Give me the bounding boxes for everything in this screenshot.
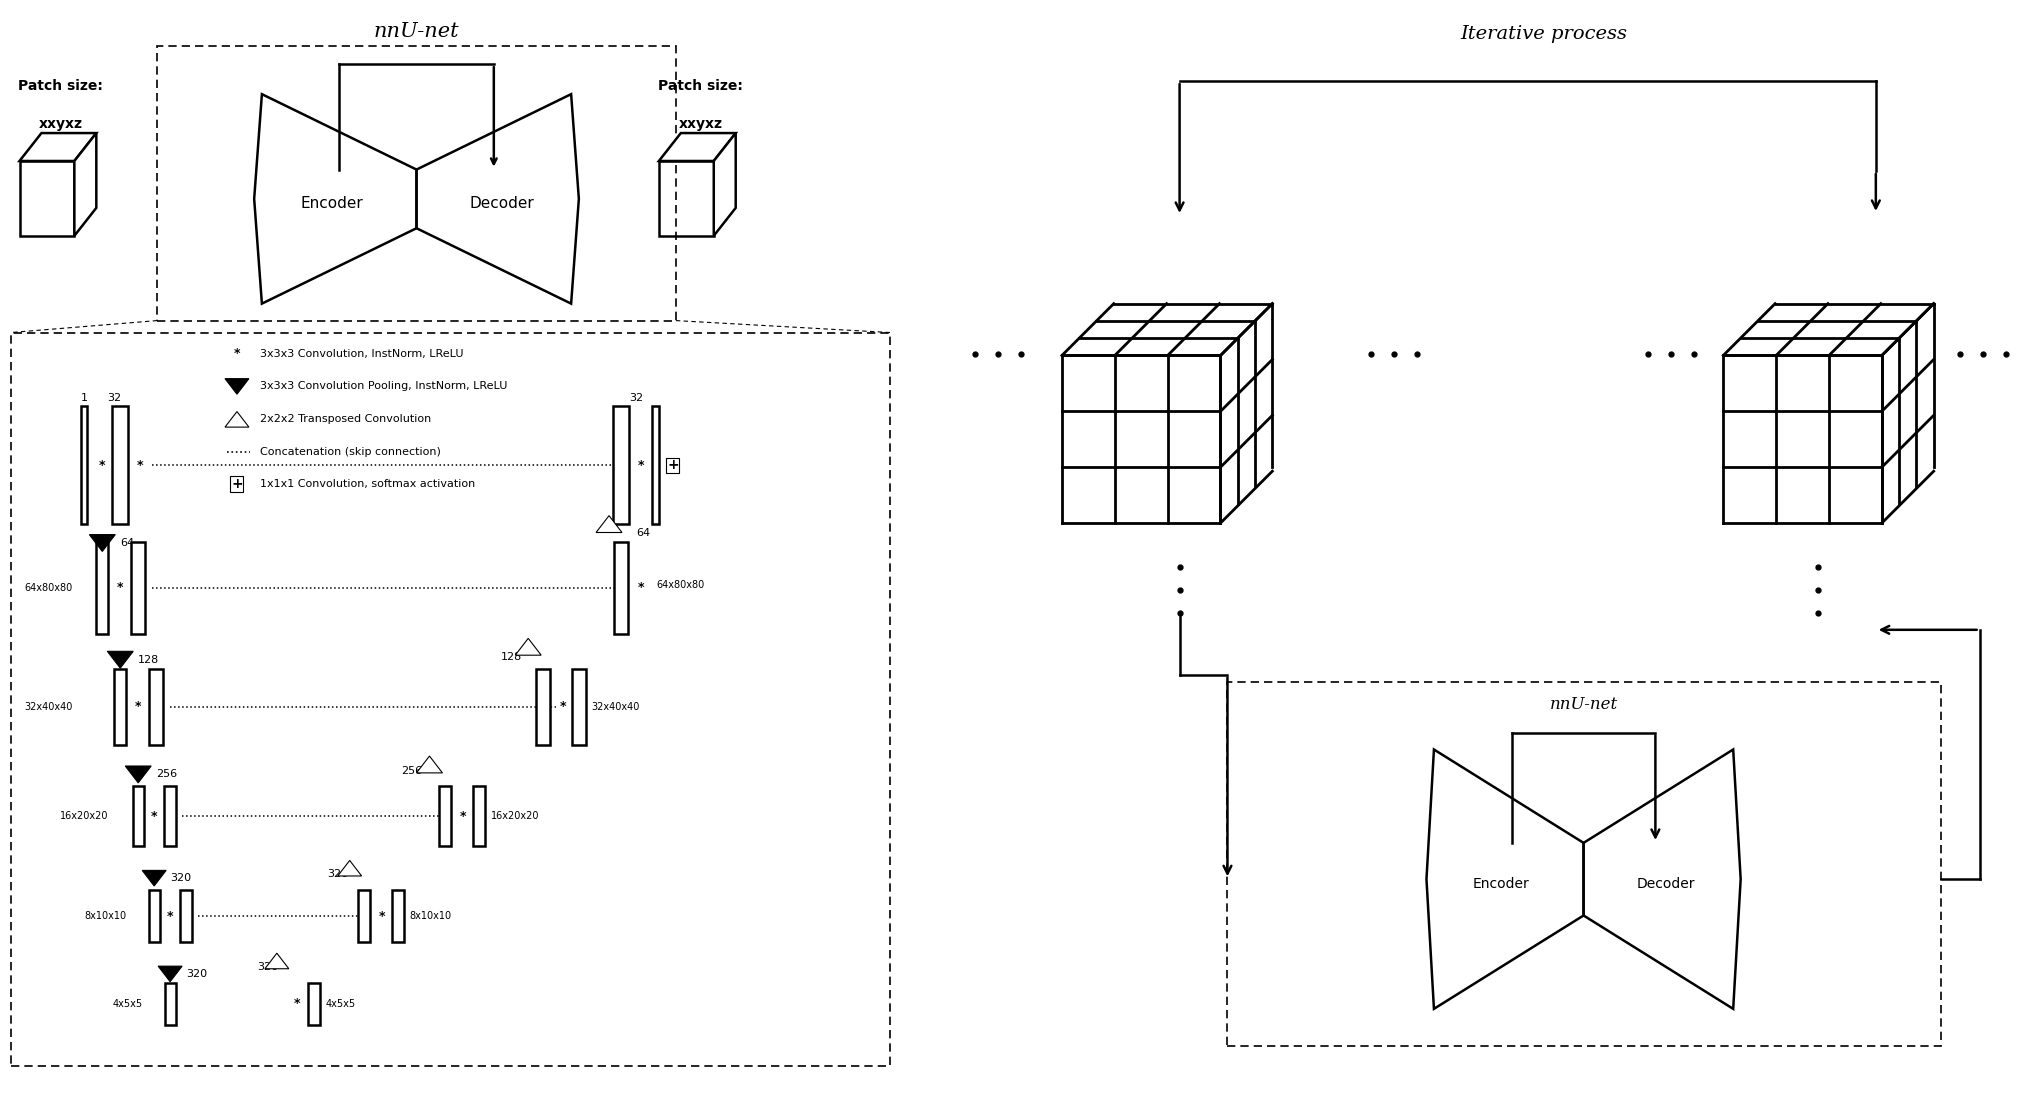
Text: 16x20x20: 16x20x20 [61, 811, 110, 821]
Text: 320: 320 [187, 969, 207, 979]
Text: *: * [638, 581, 644, 594]
Text: 64x80x80: 64x80x80 [24, 583, 73, 593]
Text: xxyxz: xxyxz [679, 117, 723, 131]
Bar [614, 407, 630, 524]
Text: 32x40x40: 32x40x40 [24, 702, 73, 712]
Polygon shape [20, 133, 96, 161]
Bar [307, 983, 319, 1024]
Bar [573, 669, 585, 745]
Bar [165, 983, 175, 1024]
FancyBboxPatch shape [10, 333, 890, 1065]
Text: 32: 32 [628, 393, 642, 403]
Text: *: * [293, 998, 301, 1010]
Polygon shape [658, 133, 736, 161]
Polygon shape [713, 133, 736, 235]
Text: nnU-net: nnU-net [1550, 696, 1617, 713]
FancyBboxPatch shape [1227, 682, 1941, 1045]
Bar [536, 669, 551, 745]
Text: 8x10x10: 8x10x10 [410, 912, 451, 922]
Polygon shape [516, 639, 541, 655]
Bar [114, 669, 126, 745]
Text: *: * [167, 909, 173, 923]
Text: nnU-net: nnU-net [374, 22, 459, 41]
Polygon shape [158, 966, 183, 981]
Bar [148, 891, 161, 943]
FancyBboxPatch shape [156, 46, 677, 320]
Text: +: + [232, 477, 242, 491]
Bar [614, 543, 628, 634]
Polygon shape [108, 651, 134, 669]
Text: *: * [378, 909, 384, 923]
Text: 64: 64 [636, 528, 650, 538]
Text: 1x1x1 Convolution, softmax activation: 1x1x1 Convolution, softmax activation [260, 480, 475, 490]
Text: 320: 320 [327, 870, 347, 880]
Polygon shape [89, 535, 116, 551]
Text: *: * [134, 701, 142, 713]
Text: 2x2x2 Transposed Convolution: 2x2x2 Transposed Convolution [260, 414, 431, 424]
Text: 8x10x10: 8x10x10 [85, 912, 126, 922]
Bar [96, 543, 108, 634]
Bar [148, 669, 163, 745]
Polygon shape [417, 756, 443, 772]
Text: xxyxz: xxyxz [39, 117, 83, 131]
Text: 320: 320 [256, 962, 278, 972]
Text: Encoder: Encoder [301, 197, 364, 211]
Text: 32: 32 [108, 393, 122, 403]
Polygon shape [75, 133, 96, 235]
Text: +: + [666, 459, 679, 472]
Text: Patch size:: Patch size: [18, 80, 104, 93]
Text: 3x3x3 Convolution Pooling, InstNorm, LReLU: 3x3x3 Convolution Pooling, InstNorm, LRe… [260, 381, 508, 391]
Text: *: * [638, 459, 644, 472]
Text: *: * [100, 459, 106, 472]
Text: 256: 256 [402, 767, 423, 777]
Bar [132, 787, 144, 846]
Polygon shape [337, 861, 362, 876]
Text: 16x20x20: 16x20x20 [492, 811, 541, 821]
Text: 32x40x40: 32x40x40 [591, 702, 640, 712]
Text: 128: 128 [138, 655, 158, 665]
Text: 4x5x5: 4x5x5 [325, 999, 356, 1009]
Text: *: * [459, 810, 467, 823]
Bar [358, 891, 370, 943]
Text: 256: 256 [156, 769, 177, 779]
Text: Iterative process: Iterative process [1461, 25, 1628, 43]
Bar [132, 543, 144, 634]
Text: Decoder: Decoder [1636, 877, 1695, 891]
Polygon shape [126, 766, 150, 782]
Bar [652, 407, 660, 524]
Text: 64: 64 [120, 538, 134, 548]
Bar [181, 891, 193, 943]
Text: *: * [118, 581, 124, 594]
Bar [473, 787, 486, 846]
Text: *: * [234, 347, 240, 360]
Polygon shape [226, 379, 250, 394]
Text: *: * [150, 810, 156, 823]
Text: Decoder: Decoder [469, 197, 534, 211]
Bar [112, 407, 128, 524]
Text: *: * [561, 701, 567, 713]
Text: Encoder: Encoder [1473, 877, 1530, 891]
Text: 320: 320 [171, 873, 191, 883]
Polygon shape [264, 954, 289, 969]
Text: *: * [136, 459, 144, 472]
Text: Patch size:: Patch size: [658, 80, 744, 93]
Text: 128: 128 [502, 652, 522, 662]
Text: Concatenation (skip connection): Concatenation (skip connection) [260, 448, 441, 457]
Bar [439, 787, 451, 846]
Text: 64x80x80: 64x80x80 [656, 580, 705, 590]
Polygon shape [142, 871, 167, 886]
Text: 1: 1 [81, 393, 87, 403]
Polygon shape [226, 411, 250, 428]
Bar [165, 787, 177, 846]
Polygon shape [595, 516, 622, 533]
Text: 3x3x3 Convolution, InstNorm, LReLU: 3x3x3 Convolution, InstNorm, LReLU [260, 348, 463, 358]
Bar [81, 407, 87, 524]
Bar [392, 891, 404, 943]
Text: 4x5x5: 4x5x5 [112, 999, 142, 1009]
